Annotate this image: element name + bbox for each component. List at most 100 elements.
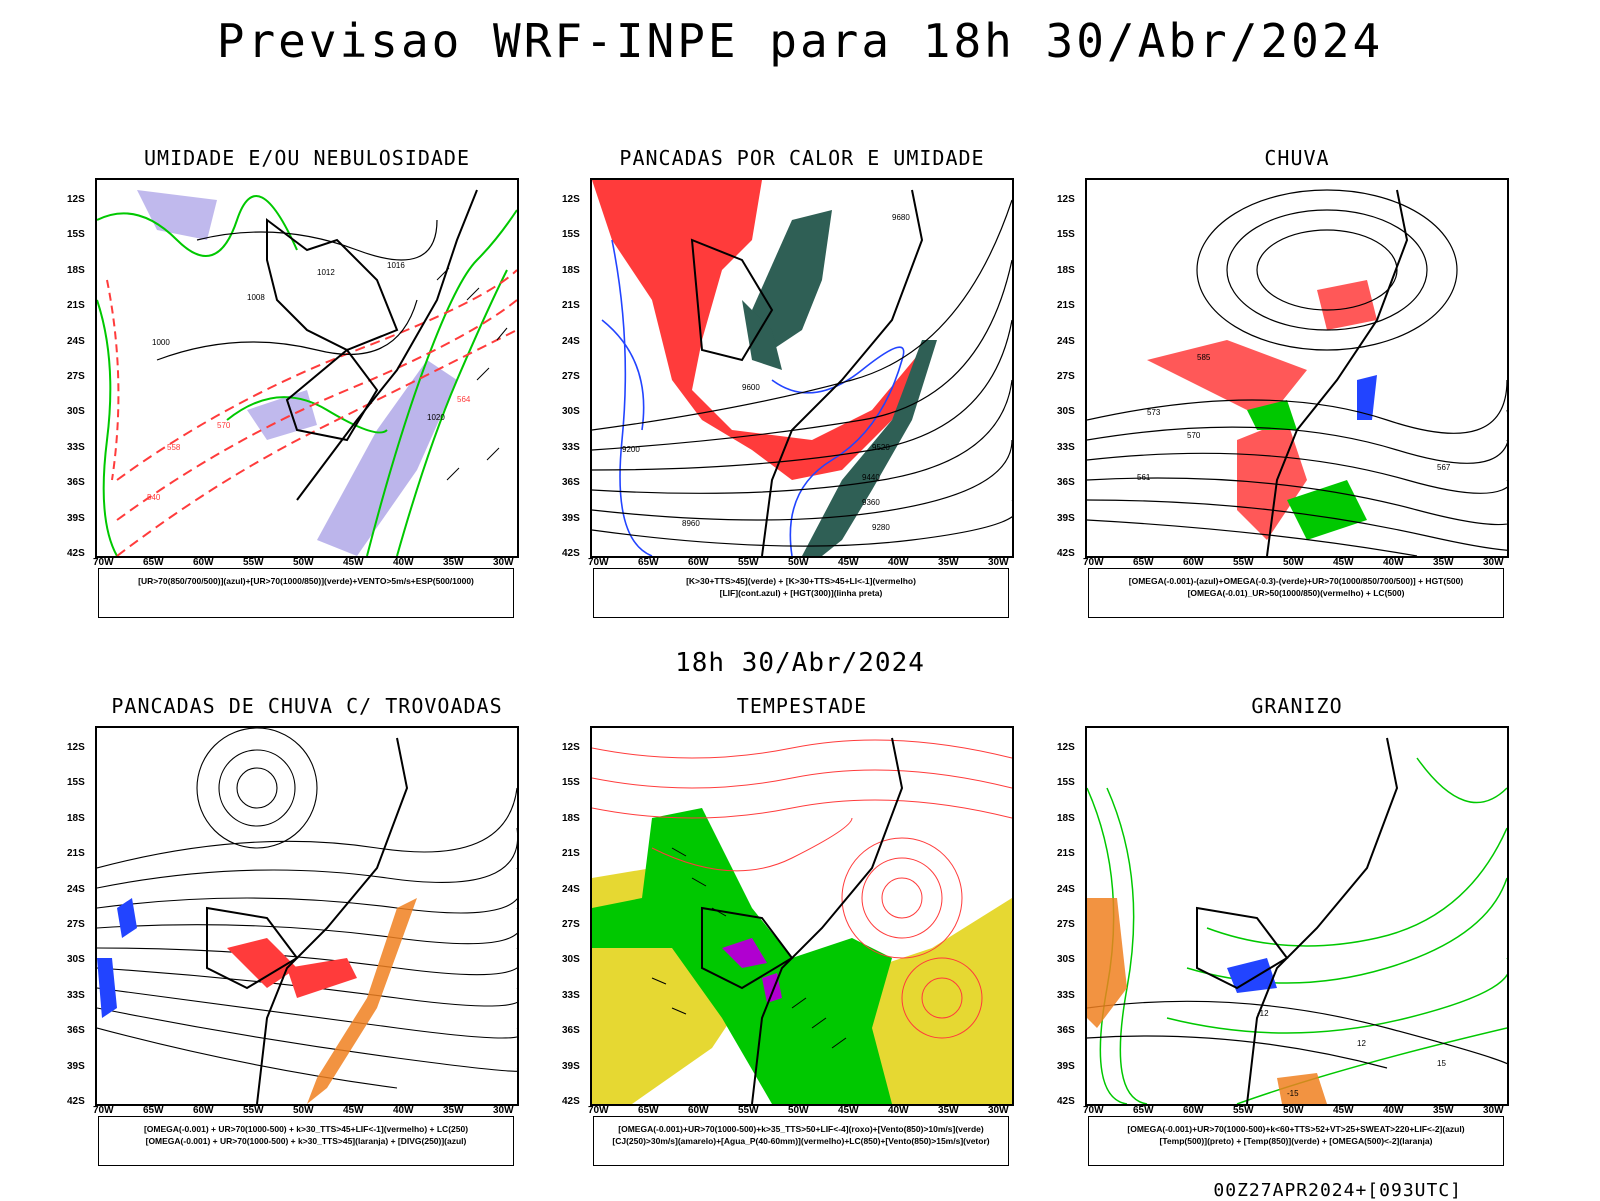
legend-pancadas-calor: [K>30+TTS>45](verde) + [K>30+TTS>45+LI<-… [593, 568, 1009, 618]
isobar [156, 299, 418, 361]
legend-line: [OMEGA(-0.001) + UR>70(1000-500) + k>30_… [145, 1136, 467, 1146]
lon-tick-label: 35W [1433, 1105, 1454, 1116]
humidity-low-contour [97, 195, 298, 257]
country-border [206, 906, 299, 990]
lat-tick-label: 36S [1057, 477, 1075, 489]
panel-title: PANCADAS DE CHUVA C/ TROVOADAS [111, 694, 503, 718]
lon-tick-label: 55W [738, 1105, 759, 1116]
lat-tick-label: 30S [67, 954, 85, 966]
divergence-blue [117, 898, 137, 938]
legend-line: [OMEGA(-0.001)-(azul)+OMEGA(-0.3)-(verde… [1128, 576, 1464, 586]
legend-umidade: [UR>70(850/700/500)](azul)+[UR>70(1000/8… [98, 568, 514, 618]
lat-tick-label: 39S [1057, 512, 1075, 524]
humidity-high-area [247, 390, 317, 440]
rain-area-green [1247, 400, 1297, 430]
panel-title: TEMPESTADE [736, 694, 868, 718]
contour-label: 573 [1147, 408, 1161, 417]
lat-tick-label: 12S [1057, 742, 1075, 753]
lon-tick-label: 30W [493, 557, 514, 568]
lat-tick-label: 33S [67, 441, 85, 453]
storm-area-red [287, 958, 357, 998]
lon-tick-label: 50W [293, 1105, 314, 1116]
lon-tick-label: 35W [1433, 557, 1454, 568]
lon-tick-label: 30W [493, 1105, 514, 1116]
lat-tick-label: 24S [562, 883, 580, 895]
lon-tick-label: 55W [243, 1105, 264, 1116]
lon-tick-label: 45W [1333, 557, 1354, 568]
lon-tick-label: 65W [1133, 557, 1154, 568]
map-pancadas-trovoadas [95, 726, 519, 1106]
rain-area-blue [1357, 375, 1377, 420]
legend-line: [OMEGA(-0.001)+UR>70(1000-500)+k>35_TTS>… [618, 1124, 984, 1134]
thickness-contour [116, 329, 517, 556]
humidity-low-contour [366, 209, 517, 556]
lon-tick-label: 60W [193, 1105, 214, 1116]
lat-tick-label: 30S [1057, 954, 1075, 966]
omega-orange-area [1277, 1073, 1327, 1104]
legend-chuva: [OMEGA(-0.001)-(azul)+OMEGA(-0.3)-(verde… [1088, 568, 1504, 618]
lon-tick-label: 60W [688, 557, 709, 568]
lat-tick-label: 21S [562, 848, 580, 860]
lat-tick-label: 15S [1057, 777, 1075, 789]
lon-tick-label: 35W [938, 1105, 959, 1116]
contour-label: 1020 [427, 413, 445, 422]
lat-tick-label: 18S [67, 264, 85, 276]
hail-blue-area [1227, 958, 1277, 993]
lat-tick-label: 39S [67, 512, 85, 524]
lat-tick-label: 30S [67, 406, 85, 418]
lat-tick-label: 18S [1057, 264, 1075, 276]
lon-tick-label: 35W [938, 557, 959, 568]
hgt500-contours [1087, 189, 1507, 556]
panel-title: CHUVA [1264, 146, 1330, 170]
humidity-high-area [317, 360, 457, 556]
lat-tick-label: 18S [562, 812, 580, 824]
coastline [1246, 737, 1399, 1104]
contour-label: 9200 [622, 445, 640, 454]
lat-tick-label: 24S [67, 883, 85, 895]
lat-tick-label: 21S [562, 300, 580, 312]
lat-tick-label: 42S [67, 1096, 85, 1107]
legend-pancadas-trovoadas: [OMEGA(-0.001) + UR>70(1000-500) + k>30_… [98, 1116, 514, 1166]
lat-tick-label: 30S [562, 954, 580, 966]
lon-tick-label: 65W [1133, 1105, 1154, 1116]
lon-tick-label: 65W [143, 1105, 164, 1116]
humidity-low-contour [97, 299, 118, 556]
lon-tick-label: 40W [393, 1105, 414, 1116]
legend-tempestade: [OMEGA(-0.001)+UR>70(1000-500)+k>35_TTS>… [593, 1116, 1009, 1166]
lat-tick-label: 12S [562, 742, 580, 753]
lon-tick-label: 45W [343, 557, 364, 568]
lat-tick-label: 33S [67, 989, 85, 1001]
lat-tick-label: 36S [67, 477, 85, 489]
lon-tick-label: 65W [638, 557, 659, 568]
legend-line: [Temp(500)](preto) + [Temp(850)](verde) … [1159, 1136, 1433, 1146]
lat-tick-label: 42S [1057, 548, 1075, 559]
wind850-vectors [651, 847, 847, 1049]
contour-label: 9440 [862, 473, 880, 482]
lat-tick-label: 27S [1057, 371, 1075, 382]
omega-orange-area [1087, 898, 1127, 1028]
legend-line: [UR>70(850/700/500)](azul)+[UR>70(1000/8… [138, 576, 474, 586]
temp500-contours [1087, 1000, 1507, 1069]
isobar [196, 219, 438, 261]
lon-tick-label: 40W [888, 557, 909, 568]
country-border [285, 348, 379, 442]
lon-tick-label: 35W [443, 1105, 464, 1116]
lon-tick-label: 70W [93, 557, 114, 568]
k-tts-li-area [592, 180, 922, 480]
lat-tick-label: 30S [562, 406, 580, 418]
contour-label: 585 [1197, 353, 1211, 362]
lat-tick-label: 24S [562, 335, 580, 347]
lat-tick-label: 39S [1057, 1060, 1075, 1072]
lat-tick-label: 18S [562, 264, 580, 276]
contour-label: -15 [1287, 1089, 1299, 1098]
country-border [266, 218, 399, 352]
severe-purple-area [722, 938, 767, 968]
lon-tick-label: 50W [788, 1105, 809, 1116]
lat-tick-label: 42S [562, 1096, 580, 1107]
lat-tick-label: 39S [562, 1060, 580, 1072]
contour-label: 570 [217, 421, 231, 430]
lon-tick-label: 50W [293, 557, 314, 568]
lon-tick-label: 50W [788, 557, 809, 568]
k-tts-area [802, 340, 937, 556]
coastline [256, 737, 409, 1104]
